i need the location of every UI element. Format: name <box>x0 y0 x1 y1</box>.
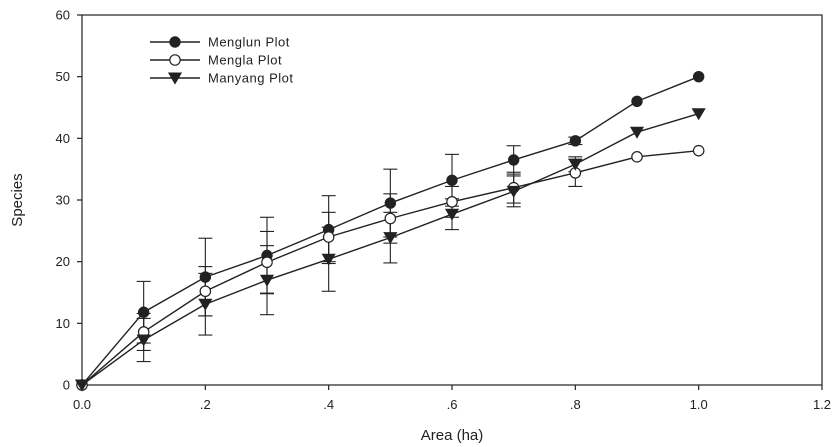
manyang-plot-point <box>506 185 521 198</box>
y-axis-label: Species <box>9 173 26 226</box>
menglun-plot-point <box>446 174 458 186</box>
mengla-plot-point <box>631 151 643 163</box>
manyang-plot-point <box>629 126 645 139</box>
x-tick-label: .8 <box>570 397 581 412</box>
manyang-plot-point <box>321 253 336 266</box>
menglun-plot-point <box>569 135 582 147</box>
menglun-plot-point <box>384 197 397 209</box>
menglun-plot-point <box>137 306 150 318</box>
legend-marker-menglun-plot <box>169 36 181 48</box>
y-tick-label: 50 <box>56 69 70 84</box>
y-tick-label: 10 <box>56 316 70 331</box>
manyang-plot-point <box>259 274 275 287</box>
legend: Menglun Plot Mengla Plot Manyang Plot <box>150 35 294 86</box>
error-bars <box>136 136 583 363</box>
x-axis-label: Area (ha) <box>421 427 484 444</box>
legend-label-mengla-plot: Mengla Plot <box>208 53 282 68</box>
y-tick-label: 40 <box>56 131 70 146</box>
x-tick-label: .4 <box>323 397 334 412</box>
mengla-plot-point <box>692 144 705 157</box>
y-tick-label: 20 <box>56 254 70 269</box>
mengla-plot-point <box>446 196 458 208</box>
menglun-plot-point <box>692 70 705 83</box>
mengla-plot-point <box>261 256 273 269</box>
y-tick-label: 0 <box>63 378 70 393</box>
manyang-plot-point <box>691 108 706 121</box>
y-tick-label: 60 <box>56 8 70 23</box>
legend-marker-mengla-plot <box>169 54 181 66</box>
manyang-plot-point <box>74 379 90 392</box>
mengla-plot-point <box>322 231 335 243</box>
menglun-plot-point <box>199 271 212 283</box>
manyang-plot-point <box>444 208 460 221</box>
menglun-plot-point <box>631 95 643 108</box>
mengla-plot-point <box>199 285 212 298</box>
legend-label-menglun-plot: Menglun Plot <box>208 35 290 50</box>
x-tick-label: .2 <box>200 397 211 412</box>
menglun-plot-point <box>507 154 520 166</box>
mengla-plot-point <box>384 212 397 225</box>
x-tick-label: 1.0 <box>690 397 708 412</box>
series-markers <box>74 70 706 392</box>
manyang-plot-point <box>383 232 398 245</box>
axes: 0.0 .2 .4 .6 .8 1.0 1.2 0 10 20 30 40 50 60 <box>56 8 832 413</box>
manyang-plot-point <box>198 298 213 311</box>
x-tick-label: .6 <box>447 397 458 412</box>
x-tick-label: 1.2 <box>813 397 831 412</box>
manyang-plot-point <box>136 334 151 347</box>
legend-marker-manyang-plot <box>167 72 183 85</box>
manyang-plot-point <box>568 158 583 171</box>
legend-label-manyang-plot: Manyang Plot <box>208 71 294 86</box>
x-tick-label: 0.0 <box>73 397 91 412</box>
y-tick-label: 30 <box>56 193 70 208</box>
